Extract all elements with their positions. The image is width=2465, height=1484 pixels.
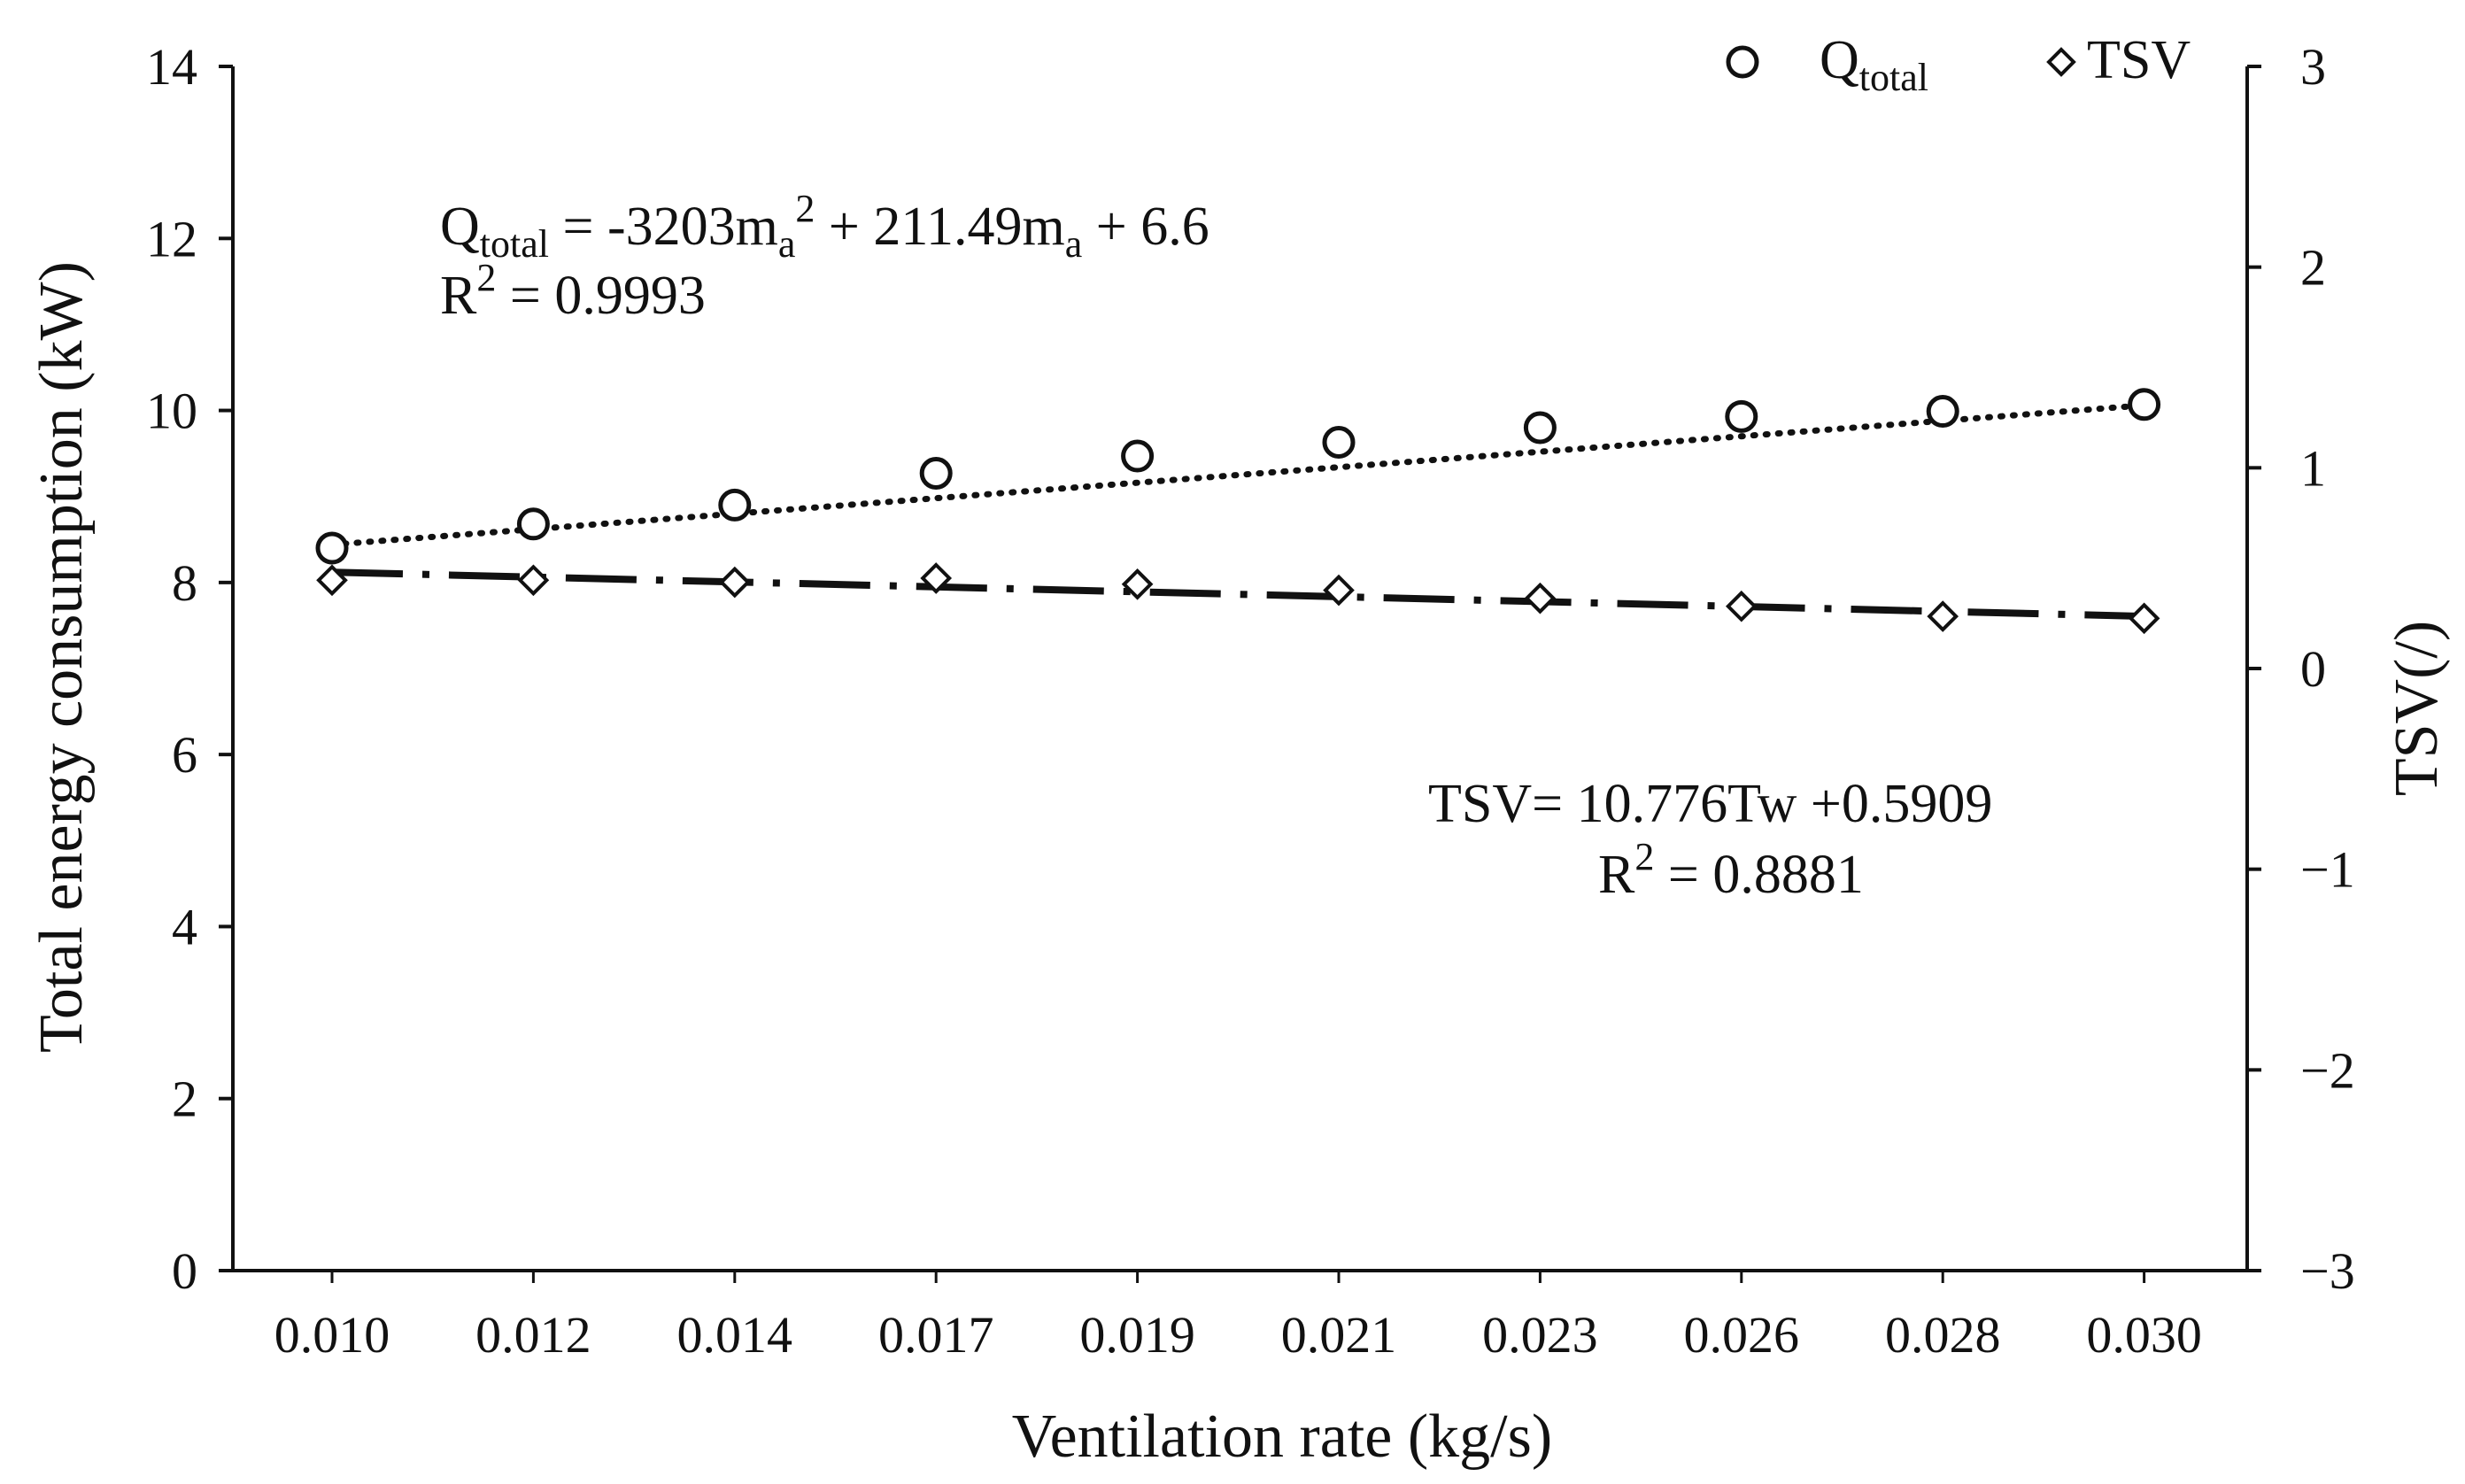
q-total-point	[718, 488, 752, 522]
tsv-equation: TSV= 10.776Tw +0.5909	[1428, 774, 1992, 834]
tsv-point	[2128, 602, 2160, 635]
q-total-point	[315, 531, 349, 565]
right-axis-ticks: −3 −2 −1 0 1 2 3	[2247, 38, 2355, 1300]
legend-q-label: Qtotal	[1820, 30, 1928, 99]
q-r-value: = 0.9993	[496, 266, 705, 326]
q-total-point	[1121, 439, 1155, 473]
right-tick-label: −3	[2300, 1242, 2355, 1300]
q-equation-sup2: 2	[795, 187, 815, 230]
x-axis-title: Ventilation rate (kg/s)	[1012, 1403, 1552, 1471]
trendlines	[328, 402, 2148, 621]
tsv-point	[316, 564, 348, 597]
tsv-point	[1927, 600, 1959, 632]
x-tick-label: 0.026	[1684, 1306, 1800, 1364]
q-equation-q-sub: total	[480, 222, 549, 266]
q-r: R	[440, 266, 477, 326]
left-tick-label: 4	[172, 898, 197, 955]
x-tick-label: 0.021	[1281, 1306, 1397, 1364]
legend-q-sub: total	[1859, 56, 1928, 99]
x-tick-label: 0.010	[274, 1306, 390, 1364]
q-total-point	[1926, 395, 1959, 429]
legend: Qtotal TSV	[1726, 30, 2191, 99]
left-axis-ticks: 0 2 4 6 8 10 12 14	[146, 38, 233, 1300]
right-tick-label: 0	[2300, 640, 2326, 698]
right-tick-label: 2	[2300, 239, 2326, 297]
q-equation-q: Q	[440, 197, 480, 257]
right-tick-label: 3	[2300, 38, 2326, 96]
q-r-squared: R2 = 0.9993	[440, 256, 706, 326]
right-tick-label: 1	[2300, 439, 2326, 497]
q-trendline	[328, 402, 2148, 548]
legend-tsv-label: TSV	[2087, 30, 2191, 90]
x-tick-label: 0.023	[1482, 1306, 1598, 1364]
x-tick-label: 0.012	[475, 1306, 591, 1364]
q-equation: Qtotal = -3203ma2 + 211.49ma + 6.6	[440, 187, 1209, 266]
q-total-point	[919, 456, 953, 490]
legend-q: Q	[1820, 30, 1859, 90]
q-r-sup: 2	[476, 256, 496, 299]
left-tick-label: 2	[172, 1070, 197, 1128]
q-equation-part2: + 211.49m	[815, 197, 1064, 257]
q-total-series	[315, 388, 2161, 565]
q-total-point	[2128, 388, 2161, 421]
tsv-r-value: = 0.8881	[1654, 845, 1863, 905]
legend-diamond-marker	[2046, 47, 2076, 77]
tsv-r-squared: R2 = 0.8881	[1598, 835, 1864, 905]
left-tick-label: 14	[146, 38, 197, 96]
q-total-point	[516, 507, 550, 541]
tsv-point	[1524, 582, 1557, 614]
x-tick-label: 0.019	[1079, 1306, 1195, 1364]
q-total-point	[1322, 426, 1356, 460]
tsv-point	[1725, 590, 1758, 622]
q-total-point	[1523, 411, 1557, 444]
tsv-trendline	[331, 568, 2144, 621]
tsv-series	[316, 562, 2160, 635]
left-tick-label: 12	[146, 210, 197, 267]
q-equation-sub-a1: a	[778, 222, 796, 266]
q-equation-part1: = -3203m	[549, 197, 778, 257]
tsv-point	[718, 566, 751, 599]
q-equation-sub-a2: a	[1065, 222, 1083, 266]
q-equation-part3: + 6.6	[1082, 197, 1209, 257]
tsv-r: R	[1598, 845, 1635, 905]
left-tick-label: 6	[172, 726, 197, 784]
x-tick-label: 0.017	[878, 1306, 994, 1364]
left-tick-label: 8	[172, 554, 197, 612]
right-tick-label: −1	[2300, 841, 2355, 899]
y2-axis-title: TSV(/)	[2383, 621, 2451, 796]
legend-circle-marker	[1726, 45, 1759, 79]
x-axis-ticks: 0.010 0.012 0.014 0.017 0.019 0.021 0.023 0.026…	[274, 1271, 2202, 1364]
y-axis-title: Total energy consumption (kW)	[27, 261, 96, 1053]
x-tick-label: 0.030	[2086, 1306, 2202, 1364]
x-tick-label: 0.028	[1885, 1306, 2001, 1364]
tsv-point	[1121, 568, 1154, 600]
left-tick-label: 10	[146, 383, 197, 440]
left-tick-label: 0	[172, 1242, 197, 1300]
tsv-point	[920, 562, 953, 594]
tsv-point	[517, 564, 550, 597]
tsv-r-sup: 2	[1634, 835, 1654, 878]
right-tick-label: −2	[2300, 1041, 2355, 1099]
x-tick-label: 0.014	[677, 1306, 793, 1364]
q-total-point	[1725, 399, 1758, 433]
tsv-point	[1323, 574, 1355, 607]
